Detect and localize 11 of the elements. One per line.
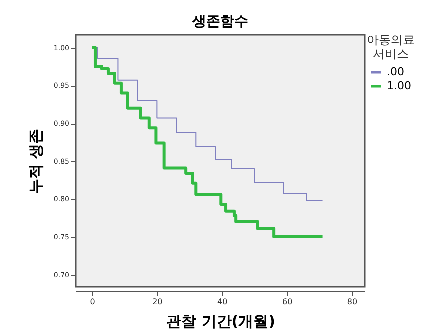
- x-axis-title: 관찰 기간(개월): [166, 312, 276, 330]
- legend-label: .00: [387, 66, 404, 78]
- chart-title: 생존함수: [192, 14, 248, 30]
- legend-label: 1.00: [387, 80, 412, 92]
- x-tick-label: 40: [218, 298, 228, 306]
- y-axis-title: 누적 생존: [26, 128, 45, 194]
- x-tick-label: 0: [90, 298, 96, 306]
- x-tick-label: 20: [152, 298, 163, 306]
- legend-title: 아동의료 서비스: [367, 33, 415, 61]
- x-tick-label: 60: [282, 298, 293, 306]
- x-tick-label: 80: [347, 298, 358, 306]
